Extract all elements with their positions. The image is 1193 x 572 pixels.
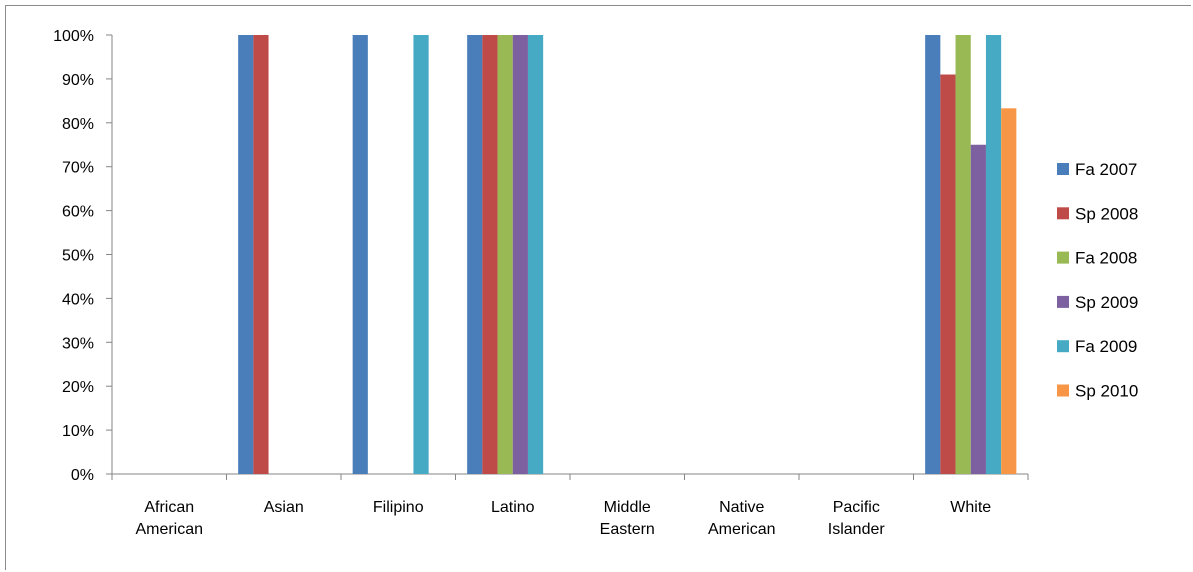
bar-fa-2009 [413, 35, 429, 474]
y-tick-label: 10% [62, 423, 94, 440]
legend-swatch [1057, 340, 1069, 353]
bar-fa-2007 [238, 35, 254, 474]
x-category-label: White [950, 499, 991, 516]
y-tick-label: 100% [53, 28, 94, 45]
bar-sp-2009 [970, 144, 986, 474]
x-category-label: Pacific Islander [828, 499, 886, 538]
legend-swatch [1057, 251, 1069, 264]
bar-sp-2008 [940, 74, 956, 474]
legend-label: Fa 2007 [1075, 160, 1137, 179]
bar-fa-2007 [925, 35, 941, 474]
bar-fa-2008 [955, 35, 971, 474]
bar-sp-2008 [482, 35, 498, 474]
legend-label: Sp 2009 [1075, 293, 1138, 312]
y-tick-label: 80% [62, 116, 94, 133]
y-tick-label: 90% [62, 72, 94, 89]
x-category-label: Latino [491, 499, 535, 516]
bar-fa-2008 [497, 35, 513, 474]
bar-fa-2007 [467, 35, 483, 474]
legend-swatch [1057, 207, 1069, 220]
legend-swatch [1057, 163, 1069, 175]
legend-swatch [1057, 384, 1069, 397]
x-category-label: Filipino [373, 499, 424, 516]
x-category-label: Asian [264, 499, 304, 516]
legend-label: Fa 2009 [1075, 337, 1137, 356]
bar-fa-2009 [985, 35, 1002, 474]
y-tick-label: 30% [62, 335, 94, 352]
y-tick-label: 70% [62, 160, 94, 177]
x-category-label: Native American [708, 499, 776, 538]
y-tick-label: 20% [62, 379, 94, 396]
legend-label: Sp 2008 [1075, 204, 1138, 223]
x-category-label: Middle Eastern [600, 499, 655, 538]
bar-sp-2009 [512, 35, 528, 474]
bar-sp-2008 [253, 35, 269, 474]
legend-swatch [1057, 295, 1069, 308]
legend-label: Fa 2008 [1075, 249, 1137, 268]
y-tick-label: 0% [71, 467, 94, 484]
bar-fa-2007 [352, 35, 368, 474]
bar-sp-2010 [1001, 108, 1017, 475]
y-tick-label: 60% [62, 204, 94, 221]
x-category-label: African American [135, 499, 203, 538]
y-tick-label: 40% [62, 291, 94, 308]
bar-fa-2009 [527, 35, 544, 474]
y-tick-label: 50% [62, 248, 94, 265]
legend-label: Sp 2010 [1075, 382, 1138, 401]
